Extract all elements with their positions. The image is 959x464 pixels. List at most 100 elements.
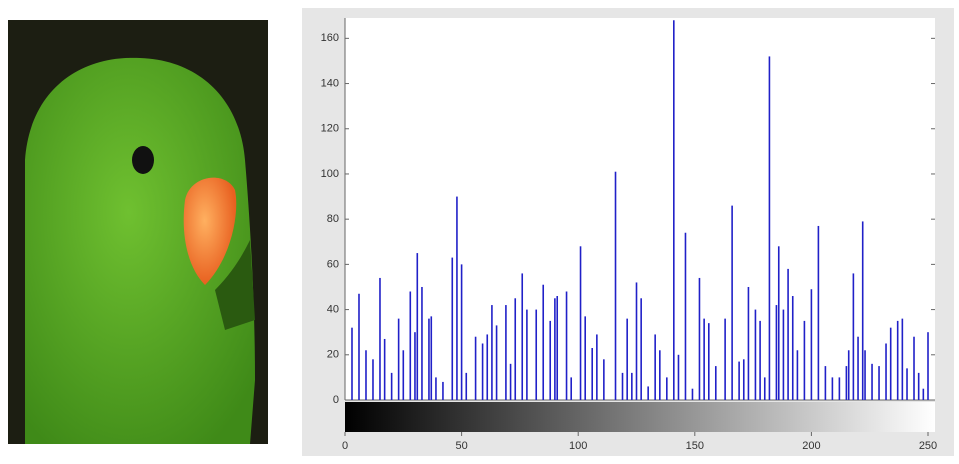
bar	[372, 359, 374, 400]
bar	[824, 366, 827, 400]
bar	[556, 296, 559, 400]
bar	[796, 350, 799, 400]
bar	[631, 372, 633, 400]
bar	[465, 372, 468, 400]
parrot-image	[8, 20, 268, 445]
bar	[754, 309, 757, 400]
bar	[421, 286, 423, 400]
bar	[521, 273, 524, 400]
bar	[817, 225, 820, 400]
x-tick-label: 150	[686, 440, 704, 452]
bar	[579, 246, 582, 400]
y-tick-label: 20	[327, 349, 339, 361]
bar	[838, 377, 841, 400]
bar	[803, 320, 806, 400]
bar	[591, 348, 593, 400]
bar	[565, 291, 568, 400]
bar	[714, 366, 717, 400]
bar	[698, 277, 701, 400]
bar	[397, 318, 400, 400]
bar	[549, 320, 552, 400]
bar	[554, 298, 556, 400]
bar	[383, 338, 386, 400]
bar	[596, 334, 598, 400]
bar	[691, 388, 694, 400]
bar	[782, 309, 785, 400]
bar	[922, 388, 925, 400]
bar	[351, 327, 353, 400]
bar	[906, 368, 908, 400]
bar	[603, 359, 605, 400]
y-tick-label: 0	[333, 394, 339, 406]
y-tick-label: 40	[327, 303, 339, 315]
bar	[852, 273, 855, 400]
bar	[451, 257, 454, 400]
bar	[724, 318, 726, 400]
bar	[635, 282, 638, 400]
bar	[791, 296, 794, 400]
y-tick-label: 60	[327, 258, 339, 270]
bar	[659, 350, 661, 400]
bar	[456, 196, 458, 400]
bar	[460, 264, 463, 400]
bar	[435, 377, 437, 400]
y-tick-label: 100	[321, 168, 339, 180]
y-tick-label: 140	[321, 77, 339, 89]
bar	[677, 354, 680, 400]
bar	[742, 359, 745, 400]
bar	[763, 377, 766, 400]
bar	[570, 377, 573, 400]
bar	[703, 318, 705, 400]
x-tick-label: 200	[802, 440, 820, 452]
bar	[414, 332, 416, 400]
bar	[379, 277, 381, 400]
bar	[654, 334, 656, 400]
bar	[707, 323, 710, 400]
bar	[474, 336, 477, 400]
bar	[542, 284, 545, 400]
bar	[738, 361, 740, 400]
bar	[878, 366, 880, 400]
x-tick-label: 100	[569, 440, 587, 452]
bar	[777, 246, 780, 400]
bar	[640, 298, 642, 400]
bar	[927, 332, 929, 400]
y-tick-label: 160	[321, 32, 339, 44]
bar	[526, 309, 528, 400]
bar	[885, 343, 887, 400]
bar	[481, 343, 484, 400]
bar	[626, 318, 628, 400]
bar	[409, 291, 412, 400]
colorbar	[345, 402, 935, 432]
bar	[917, 372, 920, 400]
bar	[861, 221, 864, 400]
bar	[847, 350, 850, 400]
bar	[684, 232, 687, 400]
bar	[647, 386, 649, 400]
bar	[509, 363, 512, 400]
bar	[621, 372, 624, 400]
bar	[495, 325, 498, 400]
x-tick-label: 250	[919, 440, 937, 452]
bar	[896, 320, 899, 400]
bar	[666, 377, 668, 400]
bar	[416, 253, 419, 400]
y-tick-label: 120	[321, 123, 339, 135]
bar	[731, 205, 733, 400]
x-tick-label: 0	[342, 440, 348, 452]
bar	[491, 305, 493, 400]
bar	[673, 20, 675, 401]
bar	[889, 327, 892, 400]
bar	[845, 366, 848, 400]
bar	[390, 372, 393, 400]
bar	[787, 268, 789, 400]
bar	[358, 293, 360, 400]
bar	[486, 334, 489, 400]
bar	[402, 350, 405, 400]
bar	[428, 318, 430, 400]
plot-area	[345, 18, 935, 400]
bar	[857, 336, 859, 400]
bar	[365, 350, 367, 400]
x-tick-label: 50	[455, 440, 467, 452]
